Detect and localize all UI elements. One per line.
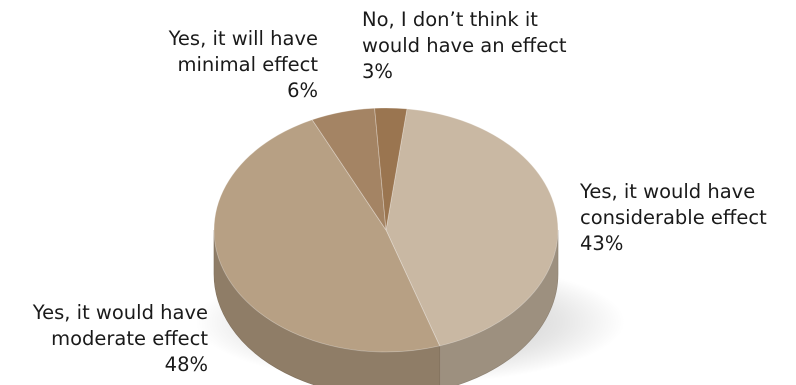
slice-label-no-effect-line1: No, I don’t think it: [362, 8, 538, 31]
slice-label-moderate-effect: Yes, it would have moderate effect 48%: [8, 300, 208, 378]
pie-tops: [213, 107, 559, 353]
slice-label-no-effect-line2: would have an effect: [362, 34, 567, 57]
slice-label-minimal-effect: Yes, it will have minimal effect 6%: [118, 26, 318, 104]
slice-label-no-effect: No, I don’t think it would have an effec…: [362, 7, 622, 85]
slice-label-considerable-line1: Yes, it would have: [580, 180, 756, 203]
slice-label-moderate-line2: moderate effect: [51, 327, 208, 350]
pie-slice-3: [374, 107, 408, 231]
slice-value-no-effect: 3%: [362, 60, 393, 83]
pie-slice-1: [213, 119, 441, 353]
slice-label-minimal-line2: minimal effect: [177, 53, 318, 76]
pie-slice-0: [385, 108, 559, 347]
slice-label-considerable-line2: considerable effect: [580, 206, 767, 229]
slice-value-considerable: 43%: [580, 232, 624, 255]
slice-label-moderate-line1: Yes, it would have: [32, 301, 208, 324]
pie-side-1: [213, 229, 441, 385]
slice-label-minimal-line1: Yes, it will have: [168, 27, 318, 50]
slice-label-considerable-effect: Yes, it would have considerable effect 4…: [580, 179, 790, 257]
pie-slice-2: [311, 107, 387, 231]
slice-value-moderate: 48%: [164, 353, 208, 376]
slice-value-minimal: 6%: [287, 79, 318, 102]
